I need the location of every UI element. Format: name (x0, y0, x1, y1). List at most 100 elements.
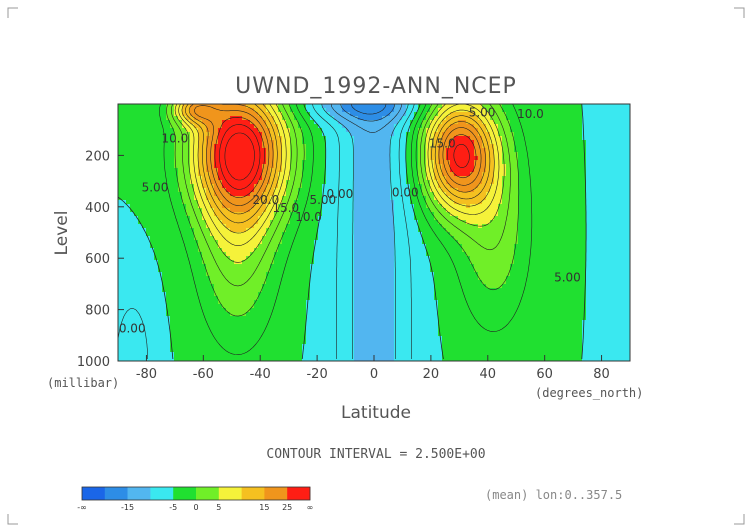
field-cell (230, 184, 235, 189)
field-cell (134, 120, 139, 125)
field-cell (254, 108, 259, 113)
field-cell (150, 180, 155, 185)
field-cell (166, 200, 171, 205)
field-cell (126, 300, 131, 305)
field-cell (354, 324, 359, 329)
field-cell (198, 320, 203, 325)
field-cell (190, 240, 195, 245)
field-cell (194, 188, 199, 193)
field-cell (274, 160, 279, 165)
field-cell (274, 308, 279, 313)
field-cell (330, 304, 335, 309)
field-cell (414, 112, 419, 117)
field-cell (410, 356, 415, 361)
field-cell (250, 192, 255, 197)
field-cell (378, 140, 383, 145)
field-cell (206, 204, 211, 209)
field-cell (374, 112, 379, 117)
field-cell (206, 292, 211, 297)
field-cell (378, 244, 383, 249)
field-cell (234, 236, 239, 241)
field-cell (194, 252, 199, 257)
field-cell (278, 152, 283, 157)
field-cell (122, 120, 127, 125)
field-cell (358, 192, 363, 197)
field-cell (290, 268, 295, 273)
field-cell (326, 336, 331, 341)
field-cell (302, 196, 307, 201)
field-cell (298, 256, 303, 261)
field-cell (246, 324, 251, 329)
field-cell (318, 192, 323, 197)
field-cell (174, 172, 179, 177)
field-cell (390, 288, 395, 293)
field-cell (350, 172, 355, 177)
field-cell (326, 104, 331, 109)
field-cell (238, 232, 243, 237)
field-cell (398, 268, 403, 273)
field-cell (290, 292, 295, 297)
field-cell (218, 124, 223, 129)
field-cell (142, 352, 147, 357)
field-cell (158, 268, 163, 273)
field-cell (146, 180, 151, 185)
field-cell (226, 332, 231, 337)
field-cell (282, 112, 287, 117)
field-cell (218, 204, 223, 209)
field-cell (166, 332, 171, 337)
field-cell (126, 136, 131, 141)
field-cell (290, 256, 295, 261)
field-cell (418, 168, 423, 173)
field-cell (218, 168, 223, 173)
field-cell (270, 288, 275, 293)
field-cell (326, 348, 331, 353)
field-cell (218, 112, 223, 117)
field-cell (210, 156, 215, 161)
field-cell (118, 132, 123, 137)
field-cell (182, 280, 187, 285)
field-cell (238, 272, 243, 277)
field-cell (286, 276, 291, 281)
field-cell (202, 248, 207, 253)
field-cell (290, 180, 295, 185)
field-cell (334, 280, 339, 285)
field-cell (358, 244, 363, 249)
field-cell (182, 220, 187, 225)
field-cell (262, 128, 267, 133)
field-cell (362, 132, 367, 137)
field-cell (130, 248, 135, 253)
field-cell (322, 324, 327, 329)
field-cell (166, 132, 171, 137)
field-cell (202, 344, 207, 349)
field-cell (190, 284, 195, 289)
field-cell (230, 300, 235, 305)
field-cell (186, 228, 191, 233)
field-cell (270, 124, 275, 129)
field-cell (414, 308, 419, 313)
field-cell (290, 156, 295, 161)
field-cell (410, 332, 415, 337)
field-cell (334, 176, 339, 181)
field-cell (326, 148, 331, 153)
field-cell (370, 148, 375, 153)
field-cell (398, 244, 403, 249)
field-cell (198, 196, 203, 201)
field-cell (154, 268, 159, 273)
field-cell (398, 156, 403, 161)
field-cell (294, 176, 299, 181)
field-cell (394, 280, 399, 285)
field-cell (182, 164, 187, 169)
field-cell (322, 336, 327, 341)
field-cell (298, 108, 303, 113)
field-cell (414, 304, 419, 309)
field-cell (218, 324, 223, 329)
field-cell (178, 252, 183, 257)
field-cell (390, 104, 395, 109)
field-cell (206, 256, 211, 261)
field-cell (122, 184, 127, 189)
field-cell (178, 276, 183, 281)
field-cell (202, 328, 207, 333)
field-cell (174, 264, 179, 269)
field-cell (226, 200, 231, 205)
field-cell (374, 180, 379, 185)
